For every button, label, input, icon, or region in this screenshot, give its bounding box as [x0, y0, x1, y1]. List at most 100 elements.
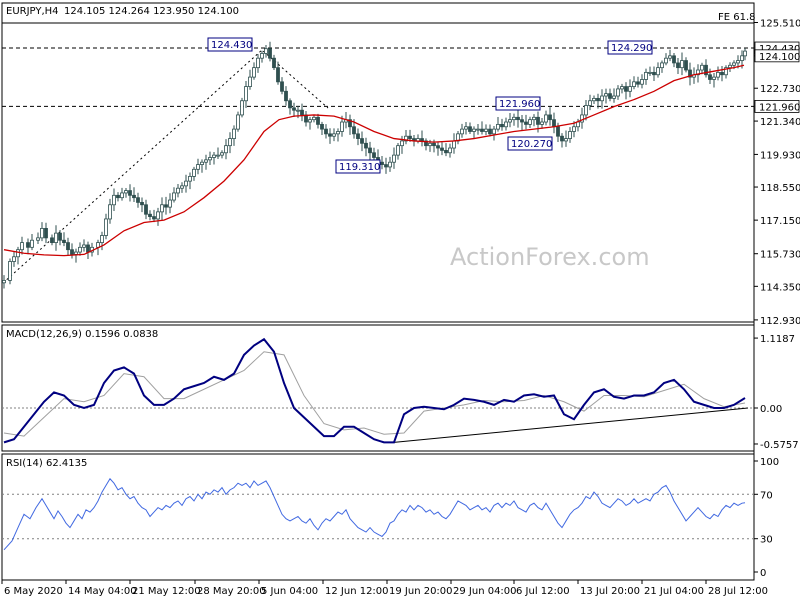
candle-body — [86, 244, 90, 253]
candle-body — [736, 60, 740, 64]
candle-body — [168, 199, 172, 208]
candle-body — [340, 121, 344, 132]
macd-line — [3, 337, 746, 444]
x-tick-label: 5 Jun 04:00 — [261, 586, 318, 597]
candle-body — [384, 164, 388, 168]
candle-body — [172, 192, 176, 201]
candle-body — [184, 180, 188, 187]
candle-body — [54, 232, 58, 243]
candle-body — [192, 168, 196, 177]
candle-body — [596, 97, 600, 102]
candle-body — [520, 119, 524, 123]
candle-body — [320, 123, 324, 130]
candle-body — [272, 57, 276, 69]
candle-body — [332, 133, 336, 137]
candle-body — [676, 62, 680, 69]
candle-body — [188, 176, 192, 182]
candle-body — [704, 64, 708, 76]
current-price-label-box — [754, 49, 800, 63]
candle-body — [400, 140, 404, 147]
candle-body — [148, 213, 152, 217]
candle-body — [70, 249, 74, 255]
candle-body — [544, 114, 548, 123]
candle-body — [624, 86, 628, 92]
candle-body — [296, 109, 300, 112]
candle-body — [468, 126, 472, 132]
candle-body — [472, 128, 476, 132]
candle-body — [440, 147, 444, 151]
x-tick-label: 21 May 12:00 — [132, 586, 201, 597]
candle-body — [128, 190, 132, 196]
candle-body — [368, 147, 372, 154]
candle-body — [116, 194, 120, 199]
candle-body — [636, 81, 640, 85]
candle-body — [648, 71, 652, 74]
candle-body — [640, 79, 644, 85]
candle-body — [432, 142, 436, 147]
candle-body — [216, 154, 220, 157]
level-label-121960-box — [754, 100, 800, 113]
candle-body — [524, 121, 528, 125]
rsi-tick-label: 0 — [760, 568, 766, 579]
candle-body — [532, 116, 536, 121]
candle-body — [58, 232, 62, 241]
candle-body — [288, 100, 292, 109]
candle-body — [66, 242, 70, 251]
candle-body — [140, 202, 144, 206]
candle-body — [244, 86, 248, 102]
annotation-box — [335, 159, 381, 174]
candle-body — [204, 159, 208, 163]
candle-body — [152, 216, 156, 220]
candle-body — [132, 194, 136, 199]
candle-body — [12, 256, 16, 262]
candle-body — [672, 55, 676, 64]
candle-body — [312, 116, 316, 121]
rsi-line — [3, 477, 746, 551]
candle-body — [552, 119, 556, 128]
candle-body — [652, 71, 656, 76]
candle-body — [40, 228, 44, 239]
candle-body — [664, 57, 668, 64]
candle-body — [464, 126, 468, 130]
x-tick-label: 28 Jul 12:00 — [708, 586, 768, 597]
candle-body — [508, 119, 512, 123]
candle-body — [500, 123, 504, 128]
candle-body — [404, 135, 408, 142]
candle-body — [224, 145, 228, 154]
candle-body — [252, 67, 256, 78]
candle-body — [372, 152, 376, 158]
annotation-box — [507, 136, 553, 151]
rsi-tick-label: 100 — [760, 457, 779, 468]
level-label-121960: 121.960 — [759, 102, 800, 113]
candle-body — [644, 71, 648, 80]
candle-body — [536, 116, 540, 125]
candle-body — [600, 95, 604, 102]
candle-body — [200, 161, 204, 165]
candle-body — [336, 131, 340, 135]
candle-body — [180, 185, 184, 189]
candle-body — [588, 100, 592, 106]
candle-body — [604, 93, 608, 97]
annotation-label: 124.290 — [611, 43, 652, 54]
rsi-title: RSI(14) 62.4135 — [6, 458, 87, 469]
candle-body — [408, 135, 412, 139]
candle-body — [728, 64, 732, 69]
candle-body — [44, 228, 48, 239]
candle-body — [292, 107, 296, 111]
macd-trendline — [393, 407, 749, 443]
candle-body — [608, 93, 612, 99]
candle-body — [108, 204, 112, 220]
candle-body — [656, 67, 660, 76]
price-tick-label: 114.350 — [760, 282, 800, 293]
candle-body — [236, 114, 240, 130]
candle-body — [740, 55, 744, 61]
price-tick-label: 112.930 — [760, 316, 800, 327]
price-tick-label: 121.340 — [760, 117, 800, 128]
candle-body — [628, 86, 632, 92]
price-tick-label: 119.930 — [760, 150, 800, 161]
candle-body — [488, 128, 492, 135]
chart-ohlc: 124.105 124.264 123.950 124.100 — [64, 6, 239, 17]
candle-body — [528, 119, 532, 125]
